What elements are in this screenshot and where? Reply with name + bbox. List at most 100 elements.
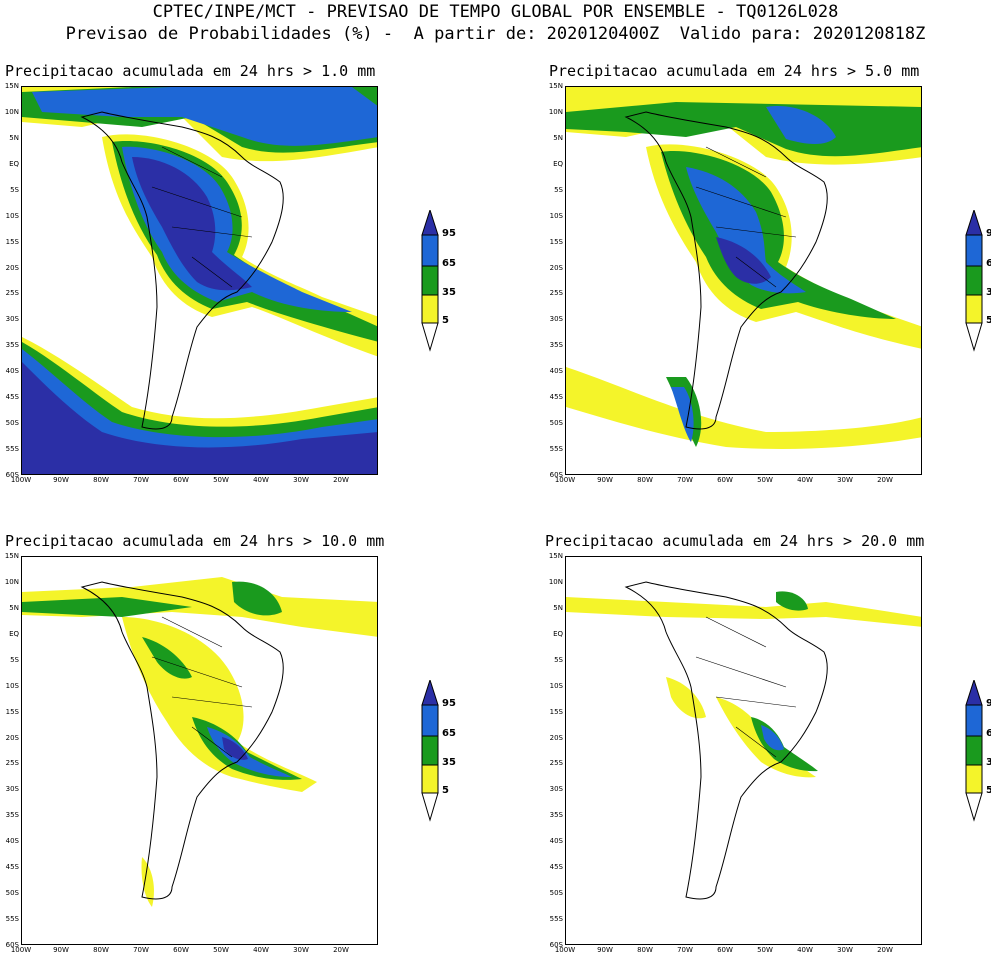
lat-label: 30S [5, 315, 19, 324]
lat-label: 60S [549, 941, 563, 949]
legend-label: 95 [442, 698, 456, 709]
lon-label: 90W [597, 476, 613, 484]
legend-swatch-empty [965, 792, 983, 822]
lat-label: 15N [548, 552, 563, 560]
lat-label: 20S [5, 263, 19, 272]
lat-label: 30S [549, 785, 563, 794]
lon-label: 30W [837, 946, 853, 954]
legend-swatch-35 [421, 735, 439, 766]
panel-2-map [565, 86, 922, 475]
lat-label: 10S [549, 211, 563, 220]
lat-label: 25S [5, 759, 19, 768]
lat-label: 15S [5, 707, 19, 716]
lon-label: 60W [173, 476, 189, 484]
legend-swatch-65 [965, 234, 983, 267]
lat-label: EQ [9, 629, 19, 638]
legend-swatch-95 [965, 210, 983, 236]
lat-label: EQ [9, 159, 19, 168]
lat-label: 45S [5, 393, 19, 402]
panel-2: 15N 10N 5N EQ 5S 10S 15S 20S 25S 30S 35S 40S 45S 50S 5… [544, 82, 991, 486]
lon-label: 60W [717, 946, 733, 954]
lat-label: 25S [5, 289, 19, 298]
lon-label: 40W [797, 946, 813, 954]
legend-label: 5 [986, 785, 991, 796]
legend-label: 35 [442, 287, 456, 298]
panel-4: 15N 10N 5N EQ 5S 10S 15S 20S 25S 30S 35S 40S 45S 50S 5… [544, 552, 991, 956]
legend-label: 5 [442, 785, 449, 796]
panel-2-shading [566, 87, 921, 449]
lon-label: 70W [677, 946, 693, 954]
legend-swatch-65 [421, 704, 439, 737]
lat-label: 55S [5, 915, 19, 924]
lon-label: 90W [597, 946, 613, 954]
panel-4-coastline [624, 581, 828, 900]
lat-label: 40S [5, 837, 19, 846]
panel-1-map [21, 86, 378, 475]
legend-swatch-65 [421, 234, 439, 267]
lon-label: 50W [757, 946, 773, 954]
lat-label: 5S [554, 185, 563, 194]
lat-label: 10S [549, 681, 563, 690]
lon-label: 30W [837, 476, 853, 484]
lon-label: 70W [133, 476, 149, 484]
lat-label: 15S [5, 237, 19, 246]
lon-label: 50W [213, 476, 229, 484]
legend-1: 95 65 35 5 [420, 210, 480, 360]
lon-label: 20W [877, 476, 893, 484]
legend-swatch-empty [421, 792, 439, 822]
legend-label: 35 [442, 757, 456, 768]
lat-label: 10N [548, 577, 563, 586]
legend-swatch-65 [965, 704, 983, 737]
panel-4-shading [566, 591, 921, 778]
header-line-2: Previsao de Probabilidades (%) - A parti… [65, 24, 926, 44]
panel-3-coastline [80, 581, 284, 900]
lat-label: 10S [5, 211, 19, 220]
panel-3: 15N 10N 5N EQ 5S 10S 15S 20S 25S 30S 35S 40S 45S 50S 5… [0, 552, 480, 956]
legend-label: 65 [986, 728, 991, 739]
lat-label: 55S [549, 915, 563, 924]
legend-colorbar [421, 210, 439, 352]
lon-label: 60W [173, 946, 189, 954]
legend-4: 95 65 35 5 [964, 680, 991, 830]
legend-swatch-5 [421, 294, 439, 324]
lon-label: 60W [717, 476, 733, 484]
panel-1: 15N 10N 5N EQ 5S 10S 15S 20S 25S 30S 35S 40S 45S 50S 5… [0, 82, 480, 486]
lat-label: 50S [549, 419, 563, 428]
lon-label: 100W [554, 476, 576, 484]
lon-label: 70W [133, 946, 149, 954]
panel-1-shading [22, 87, 377, 474]
legend-colorbar [965, 210, 983, 352]
lat-label: 60S [5, 471, 19, 479]
lat-label: 25S [549, 759, 563, 768]
lat-label: 5S [10, 185, 19, 194]
panel-3-shading [22, 577, 377, 907]
lat-label: EQ [553, 159, 563, 168]
lon-label: 40W [253, 946, 269, 954]
panel-3-title: Precipitacao acumulada em 24 hrs > 10.0 … [5, 532, 385, 550]
legend-colorbar [965, 680, 983, 822]
lat-label: 15N [548, 82, 563, 90]
legend-swatch-95 [965, 680, 983, 706]
legend-label: 65 [442, 728, 456, 739]
lon-label: 100W [554, 946, 576, 954]
lat-label: 10S [5, 681, 19, 690]
legend-swatch-35 [421, 265, 439, 296]
lon-label: 20W [333, 946, 349, 954]
lon-label: 80W [637, 946, 653, 954]
lat-label: 15S [549, 237, 563, 246]
lat-label: 60S [5, 941, 19, 949]
lat-label: 35S [549, 811, 563, 820]
lat-label: 45S [549, 863, 563, 872]
legend-swatch-35 [965, 735, 983, 766]
lat-label: 5S [10, 655, 19, 664]
lat-label: 40S [549, 367, 563, 376]
legend-colorbar [421, 680, 439, 822]
legend-label: 95 [986, 698, 991, 709]
lon-label: 80W [93, 476, 109, 484]
legend-label: 35 [986, 757, 991, 768]
legend-label: 5 [442, 315, 449, 326]
lon-label: 80W [637, 476, 653, 484]
legend-label: 65 [442, 258, 456, 269]
legend-swatch-35 [965, 265, 983, 296]
lat-label: 15N [4, 82, 19, 90]
